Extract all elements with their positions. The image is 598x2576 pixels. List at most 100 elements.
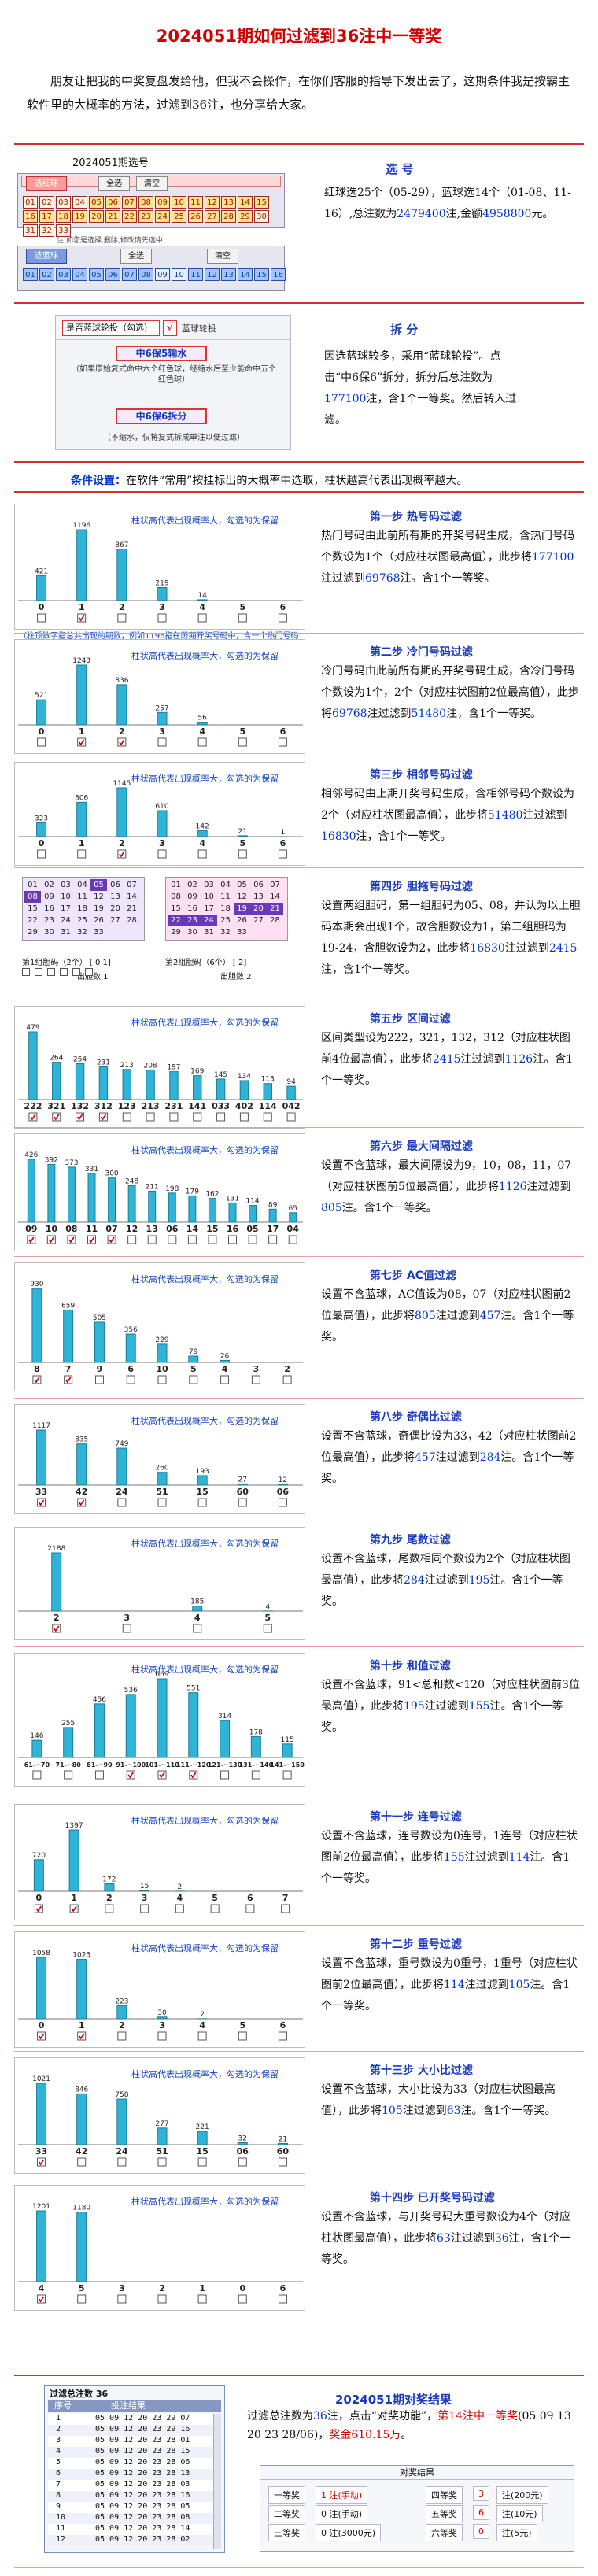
- dan-number-cell[interactable]: 22: [168, 915, 184, 926]
- red-all-button[interactable]: 全选: [98, 176, 130, 191]
- keep-checkbox[interactable]: [146, 1112, 155, 1122]
- keep-checkbox[interactable]: [46, 1235, 56, 1244]
- keep-checkbox[interactable]: [107, 1235, 116, 1244]
- dan-number-cell[interactable]: 33: [94, 928, 104, 937]
- dan-number-cell[interactable]: 06: [253, 881, 264, 889]
- keep-checkbox[interactable]: [157, 849, 167, 859]
- dan-number-cell[interactable]: 28: [127, 916, 137, 925]
- keep-checkbox[interactable]: [34, 1904, 43, 1913]
- keep-checkbox[interactable]: [94, 1770, 104, 1780]
- red-select-button[interactable]: 选红球: [26, 176, 67, 191]
- keep-checkbox[interactable]: [197, 613, 207, 623]
- keep-checkbox[interactable]: [189, 1770, 198, 1780]
- result-scrollbar[interactable]: [213, 2414, 221, 2549]
- red-ball[interactable]: 12: [205, 196, 220, 209]
- keep-checkbox[interactable]: [37, 613, 46, 623]
- blue-ball[interactable]: 09: [155, 268, 170, 281]
- keep-checkbox[interactable]: [32, 1375, 42, 1384]
- keep-checkbox[interactable]: [278, 1498, 287, 1507]
- red-ball[interactable]: 29: [238, 210, 253, 223]
- keep-checkbox[interactable]: [238, 613, 247, 623]
- keep-checkbox[interactable]: [157, 2294, 167, 2304]
- keep-checkbox[interactable]: [157, 613, 167, 623]
- keep-checkbox[interactable]: [210, 1904, 220, 1913]
- keep-checkbox[interactable]: [52, 1624, 61, 1633]
- red-ball[interactable]: 05: [89, 196, 104, 209]
- red-ball[interactable]: 17: [39, 210, 54, 223]
- keep-checkbox[interactable]: [37, 2157, 46, 2167]
- keep-checkbox[interactable]: [216, 1112, 226, 1122]
- check-mark-icon[interactable]: √: [163, 320, 177, 336]
- blue-select-button[interactable]: 选蓝球: [26, 249, 67, 264]
- table-row[interactable]: 12 05 09 12 20 23 28 02: [48, 2535, 213, 2546]
- keep-checkbox[interactable]: [193, 1624, 202, 1633]
- blue-ball[interactable]: 03: [56, 268, 71, 281]
- keep-checkbox[interactable]: [175, 1904, 184, 1913]
- keep-checkbox[interactable]: [228, 1235, 237, 1244]
- dan-number-cell[interactable]: 19: [94, 904, 104, 913]
- keep-checkbox[interactable]: [248, 1235, 257, 1244]
- red-ball[interactable]: 07: [122, 196, 137, 209]
- dan-number-cell[interactable]: 14: [270, 893, 280, 901]
- dan-number-cell[interactable]: 16: [44, 904, 54, 913]
- dan-number-cell[interactable]: 17: [204, 904, 214, 913]
- dan-number-cell[interactable]: 27: [253, 916, 264, 925]
- red-ball[interactable]: 24: [155, 210, 170, 223]
- keep-checkbox[interactable]: [278, 849, 287, 859]
- table-row[interactable]: 4 05 09 12 20 23 28 15: [48, 2447, 213, 2458]
- keep-checkbox[interactable]: [117, 737, 127, 747]
- keep-checkbox[interactable]: [220, 1770, 230, 1780]
- table-row[interactable]: 10 05 09 12 20 23 28 08: [48, 2513, 213, 2524]
- keep-checkbox[interactable]: [238, 2294, 247, 2304]
- dan-number-cell[interactable]: 28: [270, 916, 280, 925]
- keep-checkbox[interactable]: [286, 1112, 296, 1122]
- keep-checkbox[interactable]: [69, 1904, 79, 1913]
- blue-ball[interactable]: 07: [122, 268, 137, 281]
- blue-ball[interactable]: 15: [254, 268, 269, 281]
- red-ball[interactable]: 22: [122, 210, 137, 223]
- keep-checkbox[interactable]: [197, 2294, 207, 2304]
- dan-checkbox[interactable]: [22, 968, 30, 976]
- keep-checkbox[interactable]: [94, 1375, 104, 1384]
- keep-checkbox[interactable]: [278, 2031, 287, 2041]
- dan-number-cell[interactable]: 06: [110, 881, 120, 889]
- dan-number-cell[interactable]: 15: [171, 904, 181, 913]
- keep-checkbox[interactable]: [251, 1375, 260, 1384]
- red-ball[interactable]: 14: [238, 196, 253, 209]
- keep-checkbox[interactable]: [76, 1112, 85, 1122]
- table-row[interactable]: 6 05 09 12 20 23 28 13: [48, 2469, 213, 2480]
- dan-number-cell[interactable]: 08: [171, 893, 181, 901]
- keep-checkbox[interactable]: [288, 1235, 297, 1244]
- keep-checkbox[interactable]: [105, 1904, 114, 1913]
- dan-number-cell[interactable]: 17: [61, 904, 71, 913]
- keep-checkbox[interactable]: [197, 1498, 207, 1507]
- dan-number-cell[interactable]: 18: [77, 904, 87, 913]
- red-ball[interactable]: 01: [23, 196, 38, 209]
- table-row[interactable]: 9 05 09 12 20 23 28 05: [48, 2502, 213, 2513]
- red-ball[interactable]: 21: [105, 210, 120, 223]
- red-clear-button[interactable]: 清空: [136, 176, 168, 191]
- red-ball[interactable]: 09: [155, 196, 170, 209]
- red-ball[interactable]: 32: [39, 224, 54, 237]
- dan-number-cell[interactable]: 16: [187, 904, 197, 913]
- keep-checkbox[interactable]: [278, 2157, 287, 2167]
- red-ball[interactable]: 10: [172, 196, 186, 209]
- blue-ball[interactable]: 08: [138, 268, 153, 281]
- keep-checkbox[interactable]: [77, 613, 87, 623]
- option1-button[interactable]: 中6保5输水: [116, 346, 207, 361]
- blue-ball[interactable]: 06: [105, 268, 120, 281]
- keep-checkbox[interactable]: [238, 2031, 247, 2041]
- red-ball[interactable]: 28: [221, 210, 236, 223]
- red-ball[interactable]: 23: [138, 210, 153, 223]
- keep-checkbox[interactable]: [127, 1235, 137, 1244]
- keep-checkbox[interactable]: [117, 2294, 127, 2304]
- blue-ball[interactable]: 13: [221, 268, 236, 281]
- red-ball[interactable]: 31: [23, 224, 38, 237]
- keep-checkbox[interactable]: [122, 1624, 131, 1633]
- keep-checkbox[interactable]: [117, 2157, 127, 2167]
- dan-number-cell[interactable]: 01: [28, 881, 38, 889]
- dan-number-cell[interactable]: 15: [28, 904, 38, 913]
- keep-checkbox[interactable]: [238, 849, 247, 859]
- keep-checkbox[interactable]: [117, 849, 127, 859]
- dan-number-cell[interactable]: 33: [237, 928, 247, 937]
